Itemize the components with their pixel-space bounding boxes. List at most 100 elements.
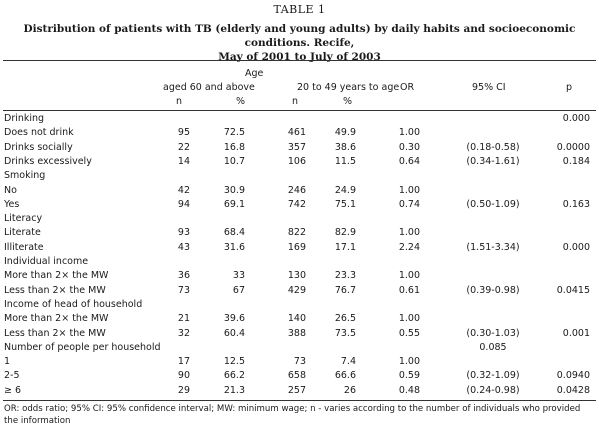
cell-pct-young: 82.9 [334, 227, 356, 239]
row-label: Does not drink [4, 127, 74, 139]
caption-line: May of 2001 to July of 2003 [218, 51, 381, 63]
row-label: Drinking [4, 113, 45, 124]
cell-p: 0.0000 [556, 141, 590, 153]
cell-n-old: 21 [177, 313, 190, 325]
cell-or: 2.24 [398, 241, 420, 253]
cell-n-old: 32 [177, 327, 190, 339]
cell-ci: (1.51-3.34) [466, 241, 520, 253]
caption-line: Distribution of patients with TB (elderl… [23, 23, 576, 49]
cell-n-young: 130 [287, 270, 306, 282]
cell-ci: (0.30-1.03) [466, 327, 520, 339]
row-label: 1 [4, 356, 11, 368]
cell-or: 0.61 [398, 284, 420, 296]
row-label: Literate [4, 227, 41, 239]
cell-or: 1.00 [398, 356, 420, 368]
row-label: Number of people per household [4, 341, 161, 353]
cell-n-old: 43 [177, 241, 190, 253]
row-label: Individual income [4, 256, 89, 267]
cell-or: 1.00 [398, 313, 420, 325]
top-rule [3, 60, 596, 61]
cell-p: 0.0428 [556, 384, 590, 396]
cell-pct-old: 33 [232, 270, 245, 282]
cell-n-young: 429 [287, 284, 306, 296]
cell-n-young: 246 [287, 184, 306, 196]
cell-pct-old: 68.4 [223, 227, 245, 239]
cell-pct-old: 10.7 [223, 155, 245, 167]
cell-or: 1.00 [398, 184, 420, 196]
header-n-young: n [292, 96, 299, 107]
cell-p: 0.000 [562, 113, 590, 124]
cell-ci: 0.085 [479, 341, 507, 353]
cell-ci: (0.39-0.98) [466, 284, 520, 296]
cell-pct-young: 66.6 [334, 370, 356, 382]
row-label: Less than 2× the MW [4, 284, 106, 296]
row-label: More than 2× the MW [4, 270, 109, 282]
row-label: ≥ 6 [4, 384, 22, 396]
cell-or: 1.00 [398, 270, 420, 282]
cell-n-old: 29 [177, 384, 190, 396]
row-label: No [4, 184, 17, 196]
cell-n-young: 658 [287, 370, 306, 382]
cell-ci: (0.24-0.98) [466, 384, 520, 396]
cell-or: 0.59 [398, 370, 420, 382]
cell-n-young: 742 [287, 198, 306, 210]
header-n-old: n [176, 96, 183, 107]
cell-ci: (0.50-1.09) [466, 198, 520, 210]
cell-pct-young: 7.4 [340, 356, 356, 368]
cell-pct-young: 11.5 [334, 155, 356, 167]
cell-n-young: 169 [287, 241, 306, 253]
cell-pct-old: 67 [232, 284, 245, 296]
row-label: Smoking [4, 170, 46, 182]
header-group-old: aged 60 and above [163, 82, 255, 93]
cell-pct-young: 76.7 [334, 284, 356, 296]
row-label: More than 2× the MW [4, 313, 109, 325]
cell-pct-old: 39.6 [223, 313, 245, 325]
header-ci: 95% CI [472, 82, 506, 93]
cell-ci: (0.32-1.09) [466, 370, 520, 382]
cell-pct-young: 17.1 [334, 241, 356, 253]
cell-pct-young: 49.9 [334, 127, 356, 139]
header-p: p [566, 82, 573, 93]
row-label: Drinks socially [4, 141, 73, 153]
cell-pct-young: 38.6 [334, 141, 356, 153]
cell-n-old: 36 [177, 270, 190, 282]
cell-n-young: 106 [287, 155, 306, 167]
cell-n-old: 95 [177, 127, 190, 139]
row-label: 2-5 [4, 370, 20, 382]
cell-or: 0.64 [398, 155, 420, 167]
cell-p: 0.0415 [556, 284, 590, 296]
cell-n-old: 17 [177, 356, 190, 368]
header-group-young: 20 to 49 years to age [297, 82, 400, 93]
cell-p: 0.000 [562, 241, 590, 253]
cell-p: 0.184 [562, 155, 590, 167]
cell-or: 1.00 [398, 227, 420, 239]
cell-or: 0.55 [398, 327, 420, 339]
header-pct-old: % [236, 96, 246, 107]
header-or: OR [400, 82, 415, 93]
header-age: Age [245, 68, 264, 79]
cell-n-old: 93 [177, 227, 190, 239]
cell-p: 0.163 [562, 198, 590, 210]
cell-or: 0.30 [398, 141, 420, 153]
row-label: Drinks excessively [4, 155, 92, 167]
cell-pct-young: 73.5 [334, 327, 356, 339]
cell-pct-old: 66.2 [223, 370, 245, 382]
cell-n-old: 22 [177, 141, 190, 153]
cell-ci: (0.34-1.61) [466, 155, 520, 167]
cell-pct-old: 72.5 [223, 127, 245, 139]
cell-or: 0.48 [398, 384, 420, 396]
cell-p: 0.001 [562, 327, 590, 339]
cell-pct-old: 60.4 [223, 327, 245, 339]
table-footnote: OR: odds ratio; 95% CI: 95% confidence i… [4, 404, 581, 426]
bottom-rule [3, 400, 596, 401]
cell-n-young: 73 [293, 356, 306, 368]
cell-pct-old: 31.6 [223, 241, 245, 253]
cell-pct-old: 12.5 [223, 356, 245, 368]
cell-pct-old: 69.1 [223, 198, 245, 210]
cell-pct-young: 24.9 [334, 184, 356, 196]
cell-n-young: 257 [287, 384, 306, 396]
cell-pct-old: 16.8 [223, 141, 245, 153]
cell-pct-old: 30.9 [223, 184, 245, 196]
cell-or: 1.00 [398, 127, 420, 139]
cell-n-young: 140 [287, 313, 306, 325]
